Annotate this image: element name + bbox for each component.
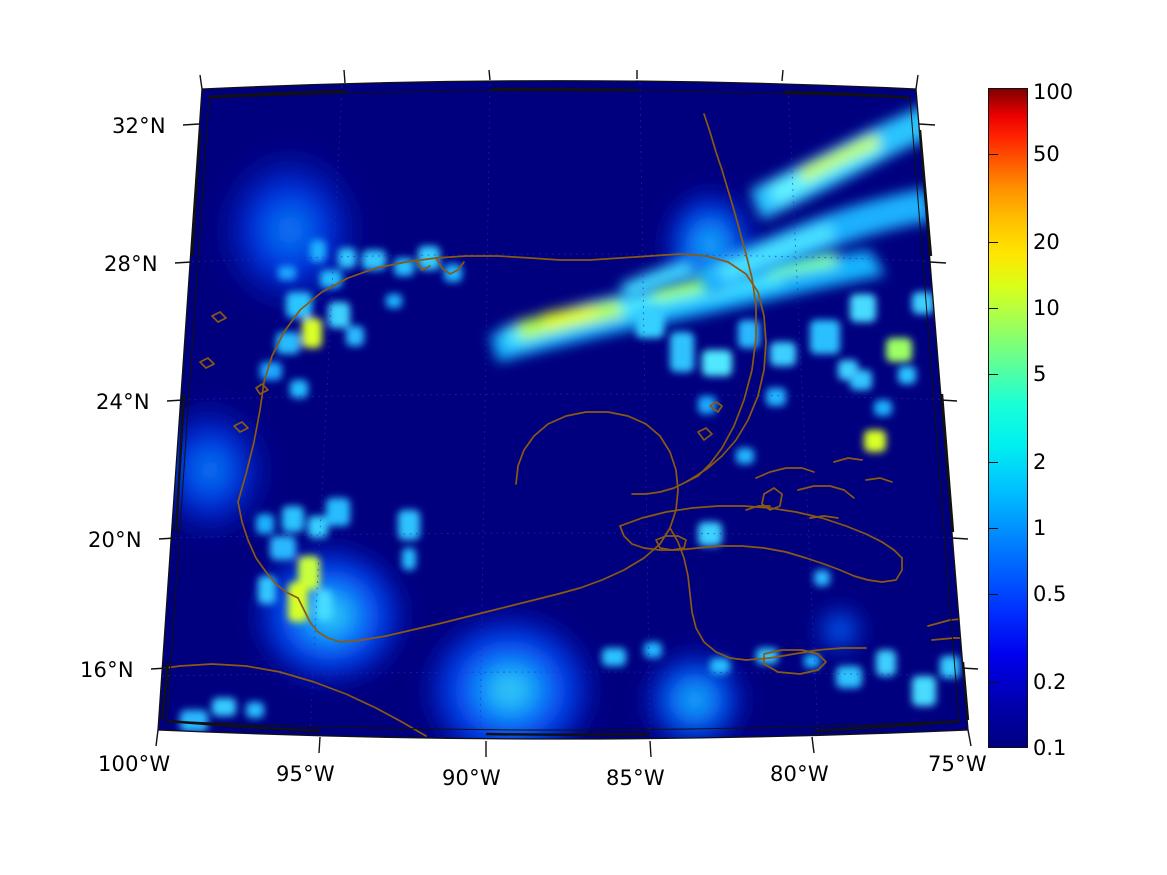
colorbar-gradient	[988, 88, 1028, 748]
lat-tick-label-32n: 32°N	[112, 114, 166, 138]
lon-tick-label-85w: 85°W	[606, 766, 665, 790]
lat-tick-label-24n: 24°N	[96, 390, 150, 414]
coastlines	[158, 113, 968, 737]
precipitation-field	[158, 80, 968, 739]
lon-tick-label-80w: 80°W	[770, 762, 829, 786]
colorbar-label-10: 10	[1033, 296, 1060, 320]
colorbar-label-02: 0.2	[1033, 670, 1067, 694]
colorbar-tick-50	[988, 154, 998, 155]
lat-tick-label-28n: 28°N	[104, 252, 158, 276]
lon-tick-label-75w: 75°W	[928, 752, 987, 776]
colorbar-label-5: 5	[1033, 362, 1047, 386]
colorbar-tick-20	[988, 242, 998, 243]
frame-segments	[160, 87, 970, 736]
lon-tick-label-90w: 90°W	[442, 766, 501, 790]
colorbar-tick-2	[988, 462, 998, 463]
colorbar-label-05: 0.5	[1033, 582, 1067, 606]
colorbar-label-50: 50	[1033, 142, 1060, 166]
colorbar-tick-10	[988, 308, 998, 309]
colorbar-tick-5	[988, 374, 998, 375]
precipitation-map[interactable]	[150, 70, 980, 770]
colorbar-label-2: 2	[1033, 450, 1047, 474]
colorbar-label-01: 0.1	[1033, 736, 1067, 760]
colorbar-label-1: 1	[1033, 516, 1047, 540]
colorbar-label-100: 100	[1033, 80, 1074, 104]
colorbar[interactable]	[988, 88, 1028, 748]
colorbar-tick-02	[988, 682, 998, 683]
lon-tick-label-100w: 100°W	[98, 752, 171, 776]
colorbar-tick-05	[988, 594, 998, 595]
lat-tick-label-16n: 16°N	[80, 658, 134, 682]
map-panel[interactable]: 32°N 28°N 24°N 20°N 16°N 100°W 95°W 90°W…	[80, 70, 987, 790]
lon-tick-label-95w: 95°W	[276, 762, 335, 786]
colorbar-label-20: 20	[1033, 230, 1060, 254]
colorbar-tick-1	[988, 528, 998, 529]
lat-tick-label-20n: 20°N	[88, 528, 142, 552]
frame-ticks	[150, 70, 979, 758]
